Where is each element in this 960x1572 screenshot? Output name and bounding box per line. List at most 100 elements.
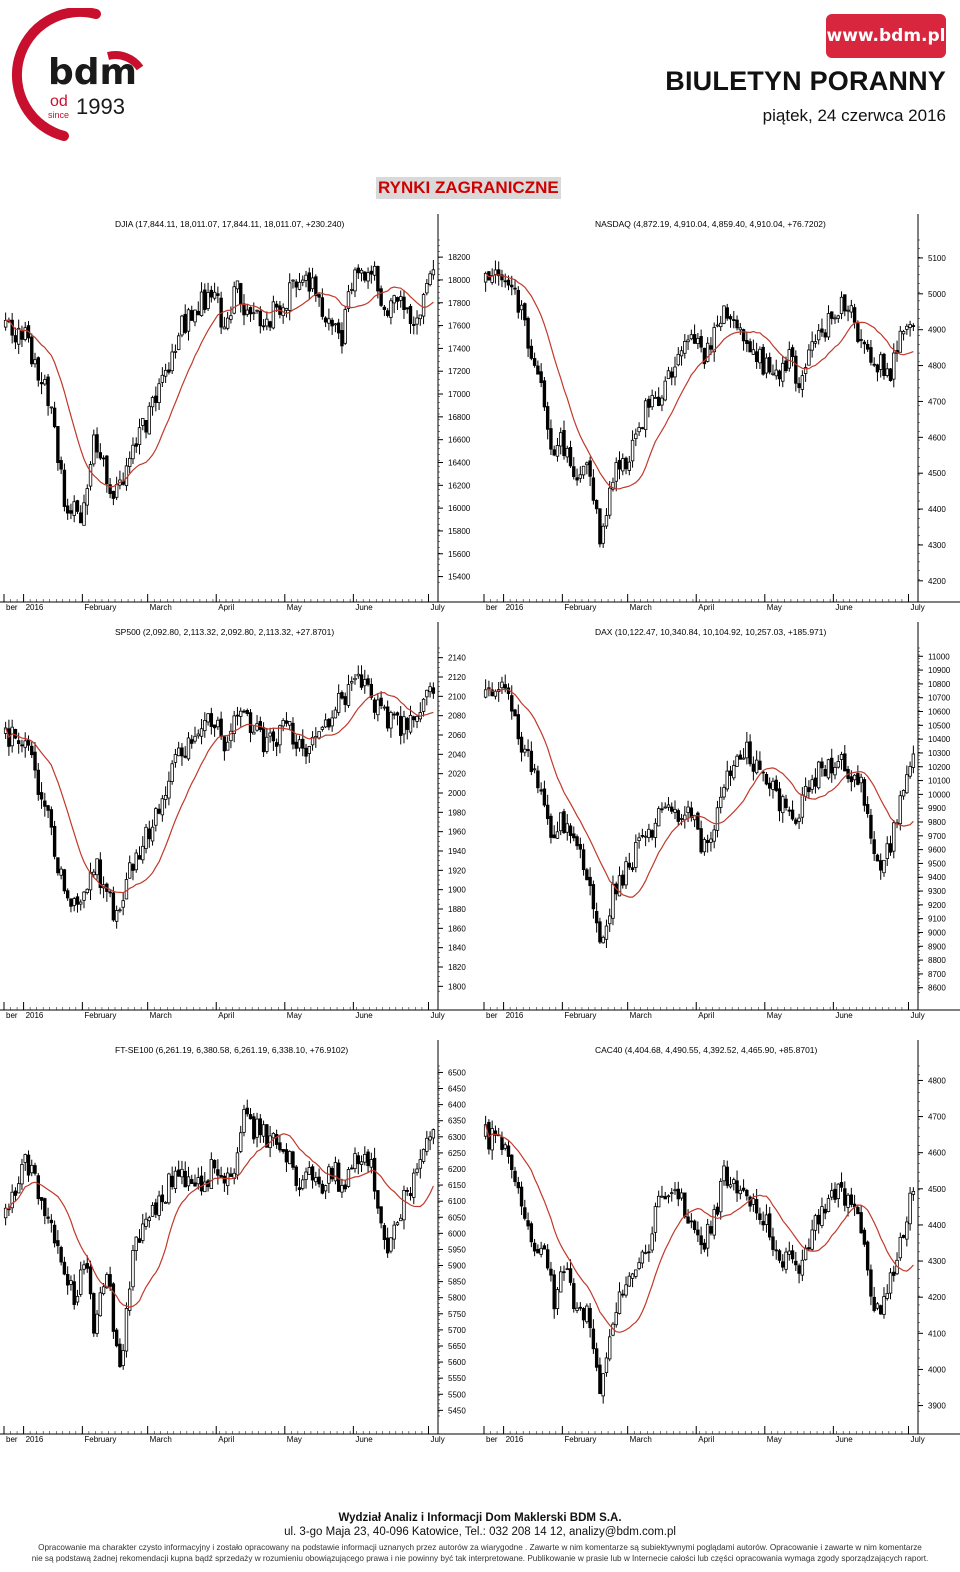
x-tick-label: 2016 [506,603,524,612]
candle-body [372,265,377,276]
candle-body [203,1181,207,1193]
candle-body [911,325,916,327]
candle-body [157,808,161,814]
candle-body [10,726,14,747]
candle-body [643,1252,648,1254]
candle-body [118,1343,122,1368]
candle-body [52,825,57,857]
candle-body [105,1274,109,1289]
candle-body [810,341,814,351]
candle-body [150,826,155,842]
candle-body [33,751,37,771]
candle-body [555,831,560,839]
candle-body [59,460,63,470]
candle-body [852,774,857,781]
candle-body [542,788,547,806]
candle-body [683,341,687,354]
candle-body [405,307,409,310]
candle-body [206,713,210,723]
candle-body [830,311,834,319]
x-tick-label: ber [6,1011,18,1020]
y-tick-label: 5800 [448,1294,466,1303]
candle-body [222,1175,227,1184]
candle-body [722,305,726,324]
website-link[interactable]: www.bdm.pl [826,14,946,58]
candle-body [389,1237,393,1252]
y-tick-label: 4600 [928,433,946,442]
y-tick-label: 6500 [448,1068,466,1077]
candle-body [621,874,625,886]
candle-body [702,839,707,853]
candle-body [258,1118,263,1136]
candle-body [738,754,743,760]
candle-body [101,457,106,460]
candle-body [56,857,60,874]
candle-body [284,1149,289,1163]
candle-body [621,458,625,472]
y-tick-label: 15800 [448,527,471,536]
candle-body [79,512,83,524]
candle-body [229,315,233,320]
candle-body [513,709,517,717]
candle-body [193,735,197,742]
candle-body [72,1281,76,1305]
candle-body [232,715,236,734]
candle-body [163,369,168,377]
candle-body [134,1236,138,1251]
candle-body [656,1195,661,1208]
candle-body [591,477,596,501]
candle-body [823,1208,827,1214]
candle-body [88,464,93,487]
candles [3,260,436,526]
candle-body [36,1175,40,1200]
moving-average-line [5,691,434,894]
candle-body [608,487,612,516]
x-tick-label: 2016 [506,1435,524,1444]
candle-body [395,297,400,302]
candle-body [173,1170,178,1189]
candle-body [144,1218,148,1227]
sp500-chart: SP500 (2,092.80, 2,113.32, 2,092.80, 2,1… [0,622,480,1026]
y-tick-label: 6400 [448,1101,466,1110]
candle-body [294,741,298,749]
candle-body [242,1109,246,1133]
candle-body [252,312,256,315]
y-tick-label: 5900 [448,1262,466,1271]
candle-body [350,1167,354,1170]
candles [483,1115,916,1404]
candle-body [738,327,743,331]
moving-average-line [485,272,914,490]
candle-body [170,763,174,782]
candle-body [735,1180,739,1194]
y-tick-label: 1840 [448,944,466,953]
candle-body [797,383,801,389]
candle-body [252,731,256,735]
candle-body [768,1213,772,1238]
x-tick-label: July [910,1435,924,1444]
candle-body [124,879,129,900]
candle-body [771,372,775,375]
candle-body [754,1199,759,1214]
candle-body [882,1296,886,1315]
candle-body [314,1177,318,1183]
candle-body [20,330,24,340]
x-tick-label: March [630,1011,652,1020]
candle-body [301,279,305,283]
candle-body [781,362,785,382]
candle-body [872,1296,876,1311]
candle-body [232,286,236,314]
candle-body [212,291,217,299]
candle-body [301,738,305,749]
candle-body [552,834,556,839]
x-tick-label: March [630,603,652,612]
candle-body [402,1189,406,1221]
candle-body [777,788,782,812]
candle-body [369,683,374,698]
candle-body [281,720,285,727]
candle-body [732,765,736,779]
y-tick-label: 6350 [448,1117,466,1126]
candle-body [689,334,694,340]
candle-body [810,1229,814,1250]
candle-body [898,1236,903,1259]
y-tick-label: 6200 [448,1165,466,1174]
